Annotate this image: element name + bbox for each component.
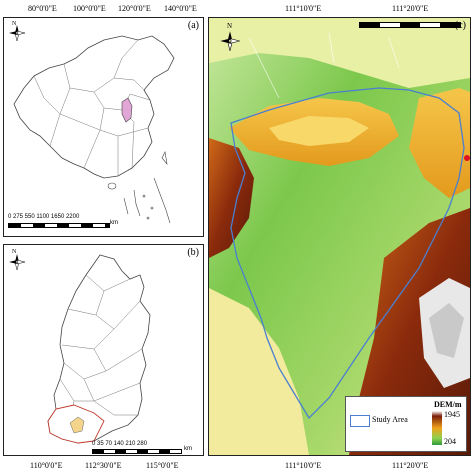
panel-a-scale-ticks: 0 275 550 1100 1650 2200	[8, 214, 80, 220]
river-lines	[248, 32, 400, 99]
panel-a-scale-unit: km	[110, 220, 118, 226]
dem-high-peaks-shadow	[429, 303, 464, 358]
panel-b-scale-ticks: 0 35 70 140 210 280	[92, 441, 148, 447]
study-area-boundary	[230, 87, 465, 420]
bottom-lon-label-112-30: 112°30'0"E	[85, 461, 122, 470]
dem-map-svg	[209, 18, 470, 455]
china-outline	[13, 35, 175, 179]
panel-b-north-arrow	[8, 253, 26, 271]
dem-legend-min: 204	[444, 437, 456, 446]
north-arrow-icon	[220, 31, 240, 51]
north-arrow-icon	[9, 254, 26, 271]
dem-ridge-core	[269, 116, 369, 146]
top-lon-label-80: 80°0'0"E	[28, 4, 57, 13]
top-lon-label-140: 140°0'0"E	[164, 4, 197, 13]
study-area-legend-label: Study Area	[372, 415, 408, 424]
top-lon-label-111-10: 111°10'0"E	[285, 4, 322, 13]
panel-c-legend: Study Area DEM/m 1945 204	[345, 396, 467, 452]
top-lon-label-120: 120°0'0"E	[118, 4, 151, 13]
panel-c-north-letter: N	[227, 22, 233, 30]
taiwan-island	[161, 151, 168, 166]
location-marker	[464, 155, 470, 161]
panel-a-label: (a)	[187, 20, 199, 31]
bottom-lon-label-111-10: 111°10'0"E	[285, 461, 322, 470]
study-area-highlight	[69, 416, 85, 434]
bottom-lon-label-110: 110°0'0"E	[30, 461, 63, 470]
panel-b-north-letter: N	[12, 249, 17, 255]
shanxi-highlight	[121, 97, 133, 123]
panel-c-dem-map: (c) N Study Area DEM/m 1945 204	[208, 17, 471, 456]
bottom-lon-label-115: 115°0'0"E	[146, 461, 179, 470]
dem-legend-title: DEM/m	[434, 400, 462, 409]
panel-a-north-arrow	[8, 24, 26, 42]
top-lon-label-100: 100°0'0"E	[73, 4, 106, 13]
dem-southeast-mountains	[349, 208, 470, 455]
dem-legend-max: 1945	[444, 410, 460, 419]
panel-c-north-arrow	[219, 30, 241, 52]
panel-a-scale-bar: 0 275 550 1100 1650 2200 km	[8, 214, 118, 234]
panel-b-label: (b)	[187, 247, 199, 258]
dem-northeast-ridge	[409, 88, 470, 198]
panel-a-china-map: (a) N 0 275 550 1100 1650 2200 km	[3, 17, 204, 237]
dem-north-lowland	[209, 18, 470, 88]
panel-b-scale-bar: 0 35 70 140 210 280 km	[92, 441, 202, 455]
dem-legend-ramp	[432, 411, 442, 445]
china-map-svg	[13, 35, 175, 224]
study-area-legend-swatch	[350, 415, 370, 427]
south-china-sea-islands	[123, 177, 171, 224]
north-arrow-icon	[9, 25, 26, 42]
bottom-lon-label-111-20: 111°20'0"E	[392, 461, 429, 470]
panel-b-scale-unit: km	[184, 446, 192, 452]
shanxi-map-svg	[47, 254, 151, 444]
shanxi-outline	[47, 254, 151, 444]
dem-southwest-lowland	[209, 288, 309, 455]
top-lon-label-111-20: 111°20'0"E	[392, 4, 429, 13]
panel-a-north-letter: N	[12, 21, 17, 27]
panel-c-scale-bar	[359, 22, 461, 28]
panel-b-shanxi-map: (b) N 0 35 70 140 210 280 km	[3, 244, 204, 456]
hainan-island	[107, 182, 117, 190]
